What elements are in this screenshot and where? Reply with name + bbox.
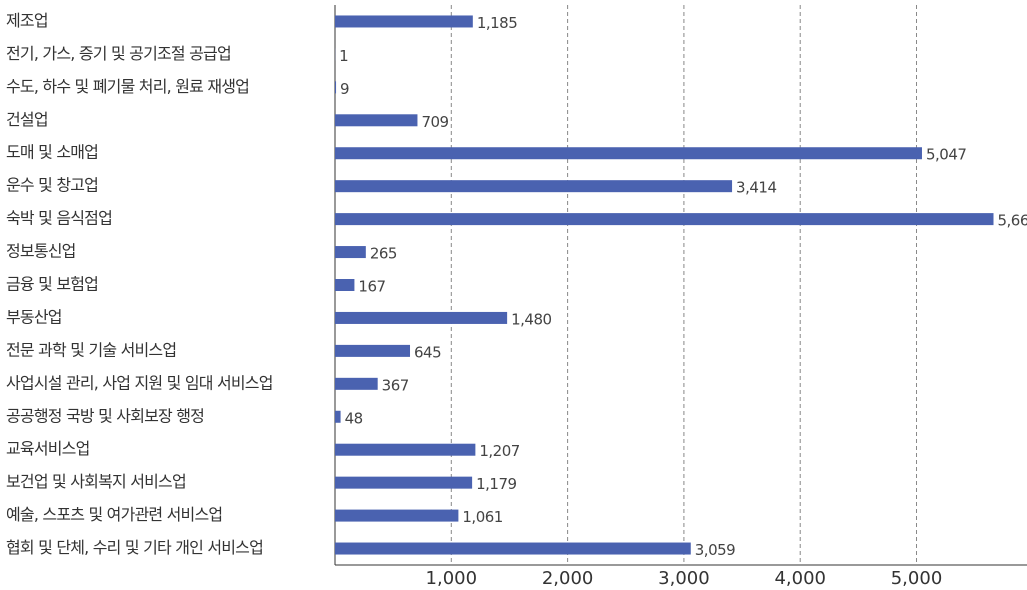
bar (335, 180, 733, 193)
y-tick-label: 전문 과학 및 기술 서비스업 (6, 340, 176, 359)
value-label: 167 (358, 278, 385, 296)
y-tick-label: 예술, 스포츠 및 여가관련 서비스업 (6, 505, 222, 524)
bar (335, 114, 418, 127)
bar (335, 311, 508, 324)
bar (335, 410, 341, 423)
y-tick-label: 협회 및 단체, 수리 및 기타 개인 서비스업 (6, 538, 263, 557)
value-label: 1,061 (462, 508, 502, 526)
y-tick-label: 운수 및 창고업 (6, 176, 98, 195)
bar (335, 542, 691, 555)
x-tick-label: 5,000 (891, 568, 943, 589)
bar (335, 344, 411, 357)
y-tick-label: 정보통신업 (6, 242, 76, 261)
value-label: 1,480 (511, 310, 551, 328)
value-label: 1,207 (479, 442, 519, 460)
y-tick-label: 공공행정 국방 및 사회보장 행정 (6, 406, 204, 425)
y-tick-label: 교육서비스업 (6, 439, 90, 458)
value-label: 1,185 (477, 14, 517, 32)
value-label: 5,662 (998, 212, 1027, 230)
y-tick-label: 건설업 (6, 110, 48, 129)
y-tick-label: 제조업 (6, 11, 48, 30)
y-tick-label: 수도, 하수 및 폐기물 처리, 원료 재생업 (6, 77, 249, 96)
value-label: 367 (382, 376, 409, 394)
x-tick-label: 4,000 (774, 568, 826, 589)
value-label: 1,179 (476, 475, 516, 493)
bar (335, 246, 366, 259)
x-tick-label: 2,000 (542, 568, 594, 589)
x-tick-label: 1,000 (426, 568, 478, 589)
y-tick-label: 전기, 가스, 증기 및 공기조절 공급업 (6, 44, 231, 63)
y-tick-label: 사업시설 관리, 사업 지원 및 임대 서비스업 (6, 373, 273, 392)
bar (335, 443, 476, 456)
bar (335, 476, 473, 489)
bar (335, 147, 922, 160)
y-tick-label: 보건업 및 사회복지 서비스업 (6, 472, 186, 491)
y-tick-label: 금융 및 보험업 (6, 275, 98, 294)
value-label: 709 (421, 113, 448, 131)
bar (335, 279, 355, 291)
y-tick-label: 부동산업 (6, 307, 62, 326)
value-label: 3,414 (736, 179, 776, 197)
bar (335, 15, 473, 28)
y-tick-label: 숙박 및 음식점업 (6, 209, 112, 228)
bar (335, 377, 378, 390)
value-label: 1 (339, 47, 348, 65)
value-label: 9 (340, 80, 349, 98)
value-label: 265 (370, 245, 397, 263)
value-label: 3,059 (695, 541, 735, 559)
y-tick-label: 도매 및 소매업 (6, 143, 98, 162)
value-label: 645 (414, 343, 441, 361)
bar (335, 81, 337, 94)
bar (335, 213, 994, 226)
x-tick-label: 3,000 (658, 568, 710, 589)
value-label: 5,047 (926, 146, 966, 164)
value-label: 48 (345, 409, 363, 427)
bar (335, 509, 459, 522)
